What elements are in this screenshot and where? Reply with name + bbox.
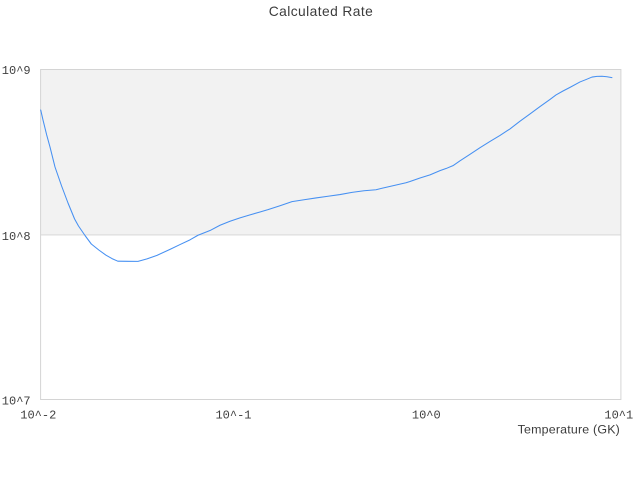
svg-text:10^8: 10^8 [2,230,31,244]
svg-text:10^-2: 10^-2 [20,409,56,423]
svg-text:10^1: 10^1 [604,409,633,423]
svg-text:Temperature (GK): Temperature (GK) [518,423,620,437]
svg-text:Calculated Rate: Calculated Rate [269,4,373,19]
svg-text:10^9: 10^9 [2,64,31,78]
svg-text:10^-1: 10^-1 [215,409,251,423]
svg-text:10^7: 10^7 [2,395,31,409]
svg-text:10^0: 10^0 [412,409,441,423]
